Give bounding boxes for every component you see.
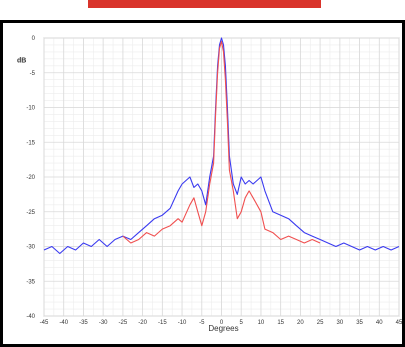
y-tick-label: -35 (26, 279, 35, 285)
x-tick-label: 20 (297, 320, 304, 326)
chart-frame: -45 -40 -35 -30 -25 -20 -15 -10 -5 0 5 10 15 20 25 30 35… (0, 20, 405, 347)
series-line-0 (43, 37, 400, 255)
x-tick-label: 0 (220, 320, 224, 326)
x-tick-label: 40 (376, 320, 383, 326)
x-tick-label: 35 (356, 320, 363, 326)
x-tick-label: -5 (199, 320, 205, 326)
x-tick-label: 15 (277, 320, 284, 326)
y-tick-label: -40 (26, 314, 35, 320)
x-tick-label: 10 (258, 320, 265, 326)
y-tick-label: -20 (26, 175, 35, 181)
x-tick-label: 45 (396, 320, 402, 326)
y-axis-title: dB (17, 57, 26, 64)
y-tick-label: -25 (26, 210, 35, 216)
x-tick-label: -20 (138, 320, 147, 326)
x-tick-label: -10 (178, 320, 187, 326)
x-tick-label: -35 (79, 320, 88, 326)
y-tick-label: -15 (26, 140, 35, 146)
x-axis-title: Degrees (208, 324, 238, 333)
x-tick-label: -25 (119, 320, 128, 326)
top-banner (88, 0, 321, 8)
line-chart: -45 -40 -35 -30 -25 -20 -15 -10 -5 0 5 10 15 20 25 30 35… (17, 36, 402, 333)
y-tick-label: -30 (26, 245, 35, 251)
x-tick-label: -30 (99, 320, 108, 326)
x-tick-label: 30 (336, 320, 343, 326)
x-tick-label: 5 (240, 320, 244, 326)
y-tick-label: -5 (30, 71, 36, 77)
x-tick-label: -45 (40, 320, 49, 326)
y-tick-label: 0 (32, 36, 36, 42)
x-tick-label: -15 (158, 320, 167, 326)
y-tick-label: -10 (26, 106, 35, 112)
series-line-1 (122, 40, 321, 244)
x-tick-label: 25 (317, 320, 324, 326)
x-tick-label: -40 (59, 320, 68, 326)
